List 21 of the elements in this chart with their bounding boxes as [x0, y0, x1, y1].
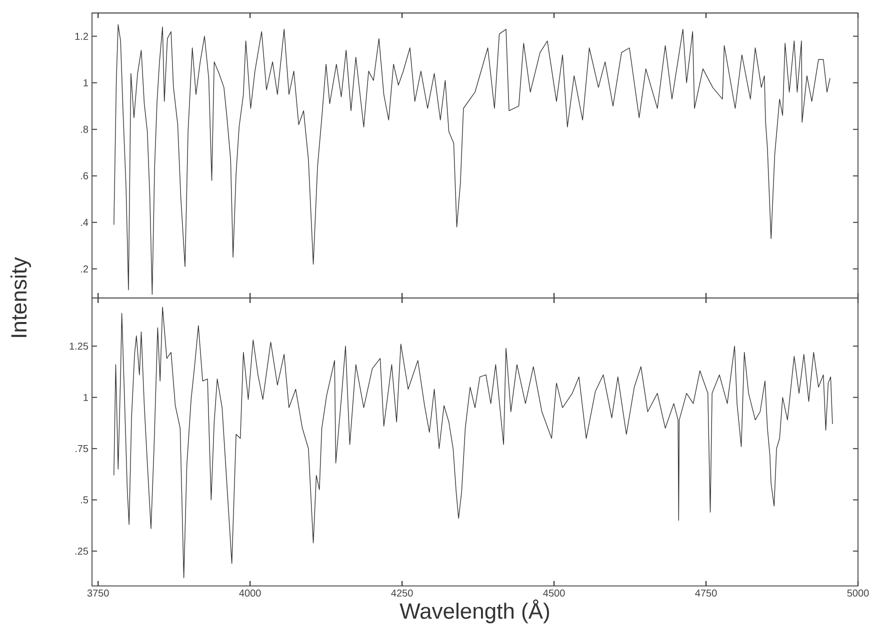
y-tick-label: .8: [81, 126, 88, 133]
line-series: [114, 24, 830, 295]
y-tick-label: 1: [84, 79, 88, 86]
x-tick-label: 4250: [391, 590, 413, 597]
y-tick-label: .2: [81, 265, 88, 272]
y-axis-title: Intensity: [10, 257, 32, 337]
x-tick-label: 5000: [847, 590, 869, 597]
y-tick-label: 1: [84, 394, 88, 401]
line-series: [114, 306, 833, 578]
x-tick-label: 4500: [543, 590, 565, 597]
y-tick-label: 1.25: [70, 342, 88, 350]
y-tick-label: .4: [81, 218, 88, 226]
x-axis-title: Wavelength (Å): [400, 599, 549, 624]
y-tick-label: .5: [81, 496, 88, 504]
y-tick-label: .6: [81, 172, 88, 180]
y-tick-label: .75: [75, 445, 88, 452]
y-tick-label: .25: [75, 548, 88, 555]
x-tick-label: 4750: [695, 590, 717, 597]
x-tick-label: 3750: [87, 590, 109, 597]
x-tick-label: 4000: [239, 590, 261, 597]
y-tick-label: 1.2: [75, 32, 88, 40]
